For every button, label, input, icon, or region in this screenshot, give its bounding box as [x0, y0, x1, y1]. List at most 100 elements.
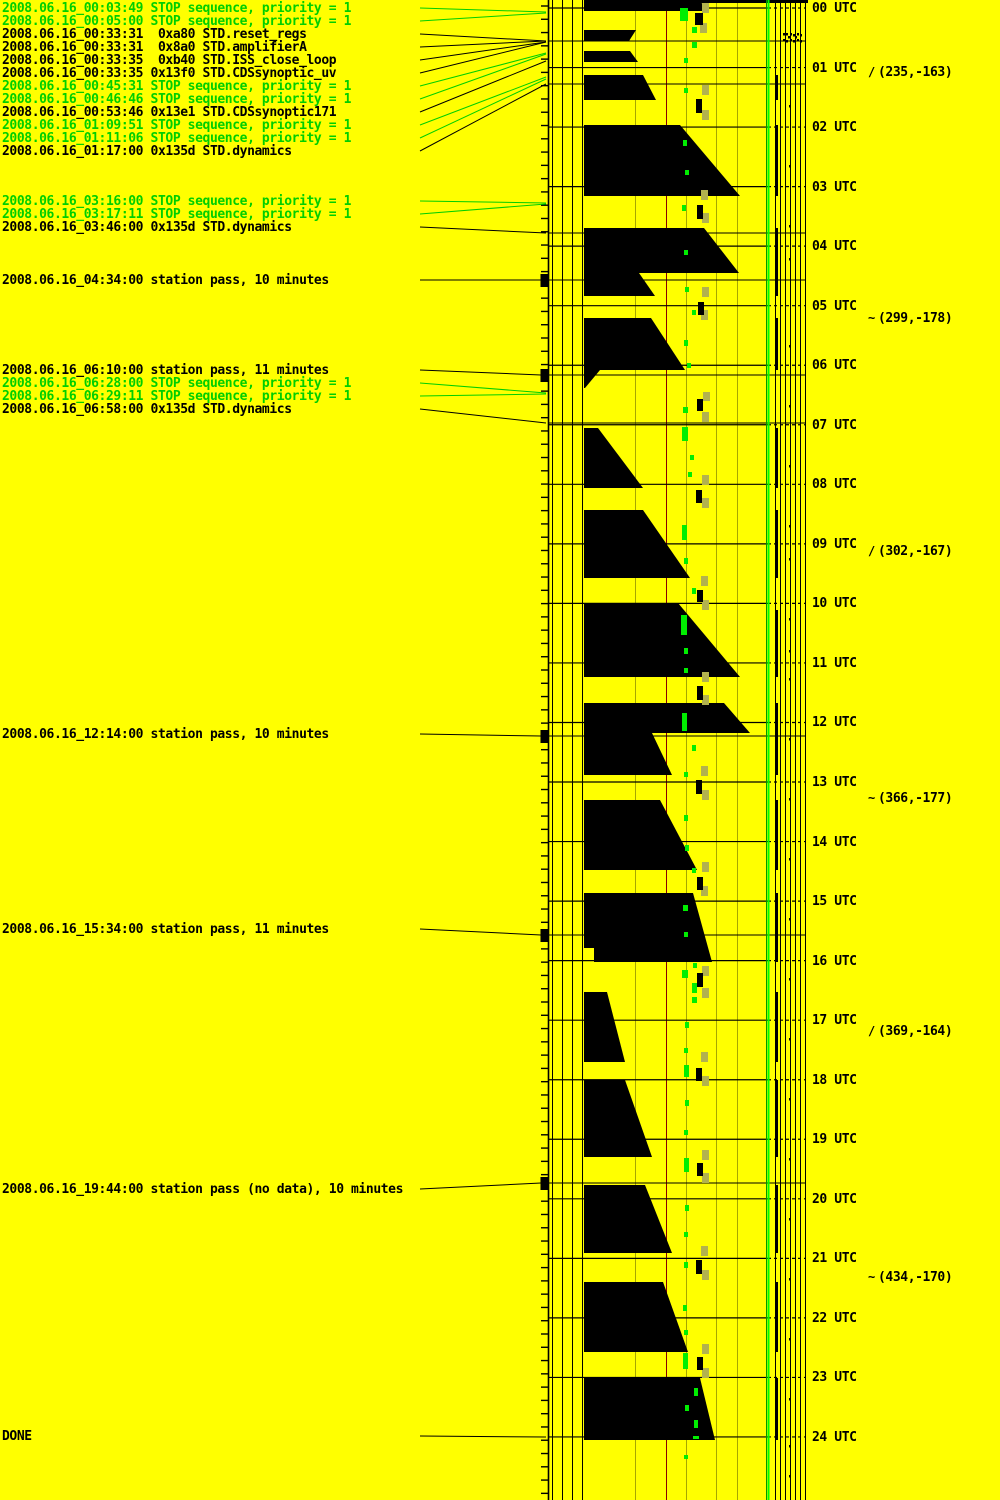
leader-line — [419, 41, 547, 74]
khaki-mark — [702, 110, 709, 120]
event-annotation: 2008.06.16_06:29:11 STOP sequence, prior… — [2, 389, 352, 404]
pointing-marker-icon: / — [868, 544, 876, 558]
event-annotation: 2008.06.16_12:14:00 station pass, 10 min… — [2, 727, 329, 742]
hour-label: 19 UTC — [812, 1132, 857, 1148]
lime-mark — [682, 205, 686, 211]
lime-mark — [684, 1232, 688, 1237]
lime-mark — [684, 1130, 688, 1135]
khaki-mark — [702, 1344, 709, 1354]
khaki-mark — [702, 412, 709, 422]
rail-dot — [789, 465, 791, 468]
hour-label: 15 UTC — [812, 894, 857, 910]
hour-label: 22 UTC — [812, 1310, 857, 1326]
black-mark — [697, 686, 703, 700]
station-pass-marker — [540, 929, 549, 942]
pointing-annotation: (369,-164) — [878, 1024, 953, 1039]
event-annotation: 2008.06.16_15:34:00 station pass, 11 min… — [2, 922, 329, 937]
observation-polygon — [584, 893, 712, 962]
event-annotation: 2008.06.16_00:46:46 STOP sequence, prior… — [2, 92, 352, 107]
black-mark — [697, 205, 703, 219]
rail-dot — [789, 165, 791, 168]
observation-polygon — [584, 125, 740, 196]
khaki-mark — [701, 1052, 708, 1062]
khaki-mark — [702, 213, 709, 223]
observation-polygon — [584, 1282, 688, 1352]
pointing-annotation: (299,-178) — [878, 311, 953, 326]
khaki-mark — [702, 1368, 709, 1378]
hour-label: 20 UTC — [812, 1191, 857, 1207]
leader-line — [419, 40, 547, 48]
khaki-mark — [702, 287, 709, 297]
lime-mark — [683, 407, 688, 413]
event-annotation: 2008.06.16_01:11:06 STOP sequence, prior… — [2, 131, 352, 146]
khaki-mark — [702, 498, 709, 508]
event-annotation: 2008.06.16_06:58:00 0x135d STD.dynamics — [2, 402, 292, 417]
lime-mark — [692, 983, 697, 993]
lime-mark — [684, 88, 688, 93]
black-mark — [695, 13, 703, 25]
lime-mark — [692, 42, 697, 48]
event-annotation: 2008.06.16_00:33:31 0xa80 STD.reset_regs — [2, 27, 307, 42]
hour-label: 12 UTC — [812, 715, 857, 731]
lime-mark — [685, 287, 689, 292]
lime-mark — [682, 713, 687, 731]
leader-line — [419, 78, 547, 139]
hour-label: 23 UTC — [812, 1370, 857, 1386]
leader-line — [419, 1435, 547, 1438]
hour-label: 10 UTC — [812, 596, 857, 612]
leader-line — [419, 393, 547, 397]
leader-line — [419, 226, 547, 234]
hour-label: 14 UTC — [812, 834, 857, 850]
lime-mark — [684, 1158, 689, 1172]
leader-line — [419, 928, 542, 936]
leader-line — [419, 52, 547, 87]
hour-label: 24 UTC — [812, 1429, 857, 1445]
lime-mark — [682, 525, 687, 540]
leader-line — [419, 83, 547, 152]
black-mark — [697, 590, 703, 602]
lime-mark — [684, 340, 688, 346]
observation-polygon — [584, 318, 685, 370]
event-annotation: 2008.06.16_00:33:35 0xb40 STD.ISS_close_… — [2, 53, 337, 68]
event-annotation: 2008.06.16_00:03:49 STOP sequence, prior… — [2, 1, 352, 16]
station-pass-marker — [540, 274, 549, 287]
status-dot — [800, 40, 802, 43]
leader-line — [419, 60, 547, 113]
khaki-mark — [702, 475, 709, 485]
lime-mark — [681, 615, 687, 635]
lime-mark — [685, 170, 689, 175]
lime-mark — [688, 472, 692, 477]
black-mark — [696, 490, 702, 503]
black-mark — [696, 1068, 702, 1081]
status-dot — [793, 34, 795, 37]
station-pass-marker — [540, 730, 549, 743]
observation-polygon — [584, 703, 750, 733]
khaki-mark — [702, 1270, 709, 1280]
event-annotation: 2008.06.16_06:10:00 station pass, 11 min… — [2, 363, 329, 378]
observation-polygon — [584, 273, 655, 296]
hour-label: 08 UTC — [812, 477, 857, 493]
lime-mark — [694, 1388, 698, 1396]
status-dot — [797, 33, 799, 36]
status-dot — [795, 36, 797, 39]
status-dot — [783, 33, 785, 36]
lime-mark — [692, 868, 696, 873]
rail-dot — [789, 1475, 791, 1478]
event-annotation: 2008.06.16_03:46:00 0x135d STD.dynamics — [2, 220, 292, 235]
khaki-mark — [702, 790, 709, 800]
observation-polygon — [584, 800, 697, 870]
lime-mark — [685, 1405, 689, 1411]
pointing-annotation: (434,-170) — [878, 1270, 953, 1285]
observation-polygon — [584, 370, 600, 388]
event-annotation: 2008.06.16_00:53:46 0x13e1 STD.CDSsynopt… — [2, 105, 337, 120]
hour-label: 06 UTC — [812, 358, 857, 374]
black-mark — [696, 780, 702, 794]
lime-mark — [684, 772, 688, 777]
lime-mark — [684, 648, 688, 654]
status-dot — [783, 39, 785, 42]
khaki-mark — [702, 672, 709, 682]
lime-mark — [694, 1420, 698, 1428]
leader-line — [419, 7, 547, 13]
rail-dot — [789, 918, 791, 921]
